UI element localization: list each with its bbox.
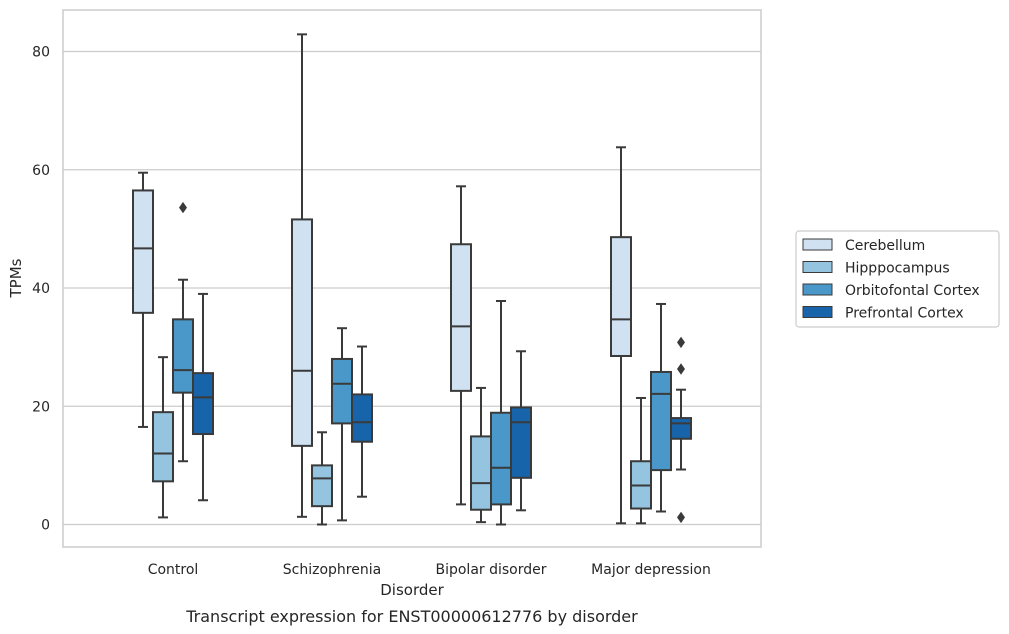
box-item xyxy=(172,201,194,463)
outlier-point xyxy=(677,511,685,524)
x-tick-label: Control xyxy=(148,562,199,578)
box-item xyxy=(610,146,632,525)
y-tick-labels: 0 20 40 60 80 xyxy=(32,45,50,534)
box-item xyxy=(630,396,652,525)
box-iqr xyxy=(610,236,632,357)
box-item xyxy=(670,336,692,524)
y-tick-label: 80 xyxy=(32,45,50,61)
box-iqr xyxy=(192,372,214,436)
x-tick-labels: Control Schizophrenia Bipolar disorder Majo… xyxy=(148,562,711,578)
box-item xyxy=(351,345,373,498)
box-iqr xyxy=(450,243,472,392)
y-tick-label: 20 xyxy=(32,399,50,415)
box-item xyxy=(311,431,333,526)
y-tick-label: 0 xyxy=(41,518,50,534)
box-iqr xyxy=(650,370,672,472)
box-iqr xyxy=(351,393,373,443)
series-hipppocampus xyxy=(152,356,652,526)
x-tick-label: Major depression xyxy=(591,562,711,578)
legend-swatch xyxy=(802,283,833,296)
series-prefrontal-cortex xyxy=(192,292,692,524)
chart-caption: Transcript expression for ENST0000061277… xyxy=(185,607,638,626)
legend-swatch xyxy=(802,261,833,273)
box-iqr xyxy=(311,464,333,508)
legend-label: Hipppocampus xyxy=(845,261,950,277)
box-iqr xyxy=(132,189,154,314)
box-item xyxy=(132,171,154,428)
box-iqr xyxy=(152,411,174,483)
box-item xyxy=(331,327,353,522)
plot-frame xyxy=(62,9,762,548)
outlier-point xyxy=(179,201,187,214)
box-item xyxy=(490,300,512,526)
box-iqr xyxy=(331,357,353,425)
box-item xyxy=(192,292,214,502)
legend-label: Cerebellum xyxy=(845,238,925,254)
series-cerebellum xyxy=(132,33,632,525)
x-tick-label: Schizophrenia xyxy=(283,562,381,578)
series-orbitofontal-cortex xyxy=(172,201,672,526)
outlier-point xyxy=(677,336,685,349)
box-groups xyxy=(132,33,692,526)
box-item xyxy=(470,386,492,524)
legend-label: Orbitofontal Cortex xyxy=(845,283,980,299)
legend: Cerebellum Hipppocampus Orbitofontal Corte… xyxy=(795,230,1000,328)
box-item xyxy=(650,302,672,513)
box-iqr xyxy=(510,406,532,479)
x-axis-label: Disorder xyxy=(380,581,444,599)
box-iqr xyxy=(172,318,194,394)
y-gridlines xyxy=(63,50,761,526)
legend-frame xyxy=(795,230,1000,328)
x-tick-label: Bipolar disorder xyxy=(435,562,546,578)
y-tick-label: 60 xyxy=(32,163,50,179)
legend-label: Prefrontal Cortex xyxy=(845,306,964,322)
y-tick-label: 40 xyxy=(32,281,50,297)
box-iqr xyxy=(470,435,492,511)
legend-swatch xyxy=(802,238,833,251)
outlier-point xyxy=(677,363,685,375)
box-iqr xyxy=(490,411,512,506)
box-iqr xyxy=(670,417,692,440)
box-item xyxy=(291,33,313,518)
box-item xyxy=(152,356,174,519)
legend-swatch xyxy=(802,306,833,318)
box-iqr xyxy=(291,218,313,447)
y-axis-label: TPMs xyxy=(7,258,25,298)
box-item xyxy=(450,185,472,506)
box-item xyxy=(510,350,532,512)
